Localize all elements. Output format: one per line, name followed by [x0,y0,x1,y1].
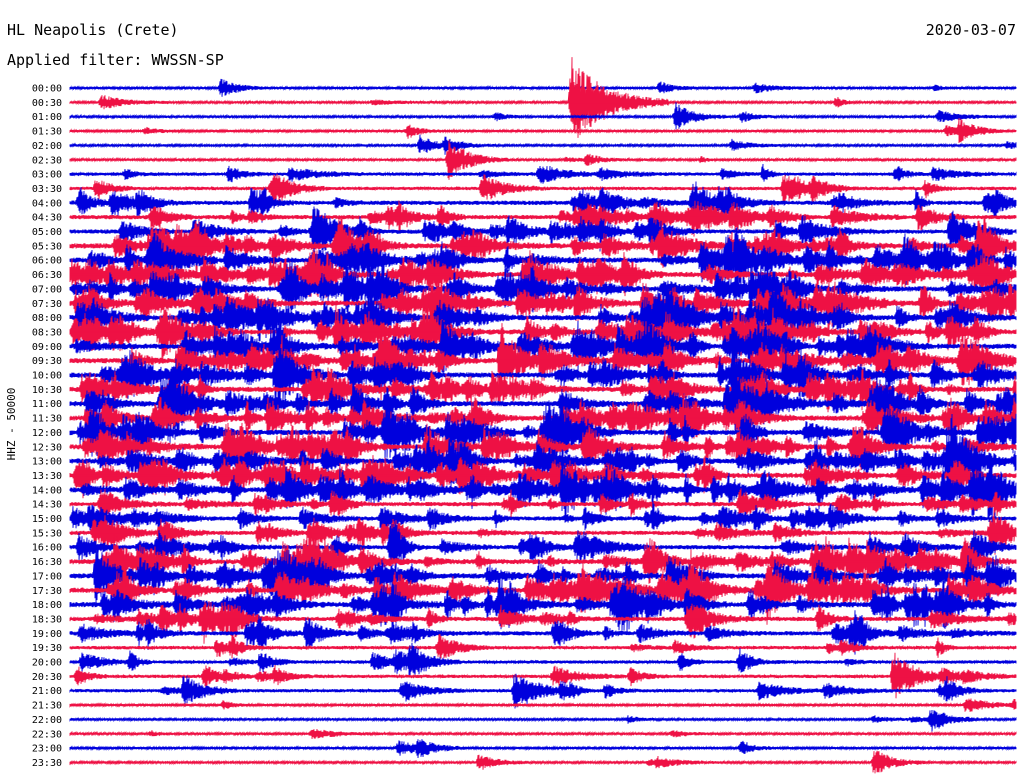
row-time-label: 09:00 [32,342,62,353]
row-time-label: 16:30 [32,557,62,568]
row-time-label: 12:30 [32,442,62,453]
row-time-label: 20:30 [32,672,62,683]
date-label: 2020-03-07 [925,21,1016,39]
row-time-label: 20:00 [32,658,62,669]
row-time-label: 10:00 [32,371,62,382]
row-time-label: 19:00 [32,629,62,640]
row-time-label: 01:00 [32,112,62,123]
row-time-label: 03:30 [32,184,62,195]
header: HL Neapolis (Crete) 2020-03-07 Applied f… [0,0,1024,80]
row-time-label: 08:30 [32,327,62,338]
row-time-label: 23:30 [32,758,62,769]
row-time-label: 13:30 [32,471,62,482]
row-time-label: 06:00 [32,256,62,267]
filter-label: Applied filter: WWSSN-SP [7,51,224,69]
row-time-label: 07:30 [32,299,62,310]
row-time-label: 17:00 [32,571,62,582]
row-time-label: 11:00 [32,399,62,410]
trace-row [69,57,1017,138]
row-time-label: 12:00 [32,428,62,439]
row-time-label: 08:00 [32,313,62,324]
row-time-label: 04:00 [32,198,62,209]
row-time-label: 18:00 [32,600,62,611]
row-time-label: 06:30 [32,270,62,281]
row-time-label: 16:00 [32,543,62,554]
row-time-label: 04:30 [32,213,62,224]
trace-row [69,709,1017,732]
trace-group [69,57,1017,774]
row-time-label: 11:30 [32,414,62,425]
row-time-label: 19:30 [32,643,62,654]
trace-row [69,102,1017,130]
row-time-label: 09:30 [32,356,62,367]
row-time-label: 03:00 [32,170,62,181]
row-time-label: 02:00 [32,141,62,152]
time-axis: 00:00 00:30 01:00 01:30 02:00 02:30 03:00 03:30… [32,84,62,769]
row-time-label: 15:30 [32,528,62,539]
row-time-label: 14:00 [32,485,62,496]
trace-row [69,248,1017,299]
row-time-label: 00:00 [32,84,62,95]
row-time-label: 23:00 [32,744,62,755]
row-time-label: 05:30 [32,241,62,252]
row-time-label: 21:00 [32,686,62,697]
row-time-label: 00:30 [32,98,62,109]
channel-label: HHZ - 50000 [5,388,18,461]
row-time-label: 15:00 [32,514,62,525]
row-time-label: 17:30 [32,586,62,597]
row-time-label: 22:00 [32,715,62,726]
row-time-label: 05:00 [32,227,62,238]
row-time-label: 13:00 [32,457,62,468]
row-time-label: 14:30 [32,500,62,511]
row-time-label: 10:30 [32,385,62,396]
row-time-label: 21:30 [32,701,62,712]
row-time-label: 18:30 [32,614,62,625]
row-time-label: 07:00 [32,284,62,295]
row-time-label: 22:30 [32,729,62,740]
station-title: HL Neapolis (Crete) [7,21,179,39]
row-time-label: 01:30 [32,127,62,138]
row-time-label: 02:30 [32,155,62,166]
